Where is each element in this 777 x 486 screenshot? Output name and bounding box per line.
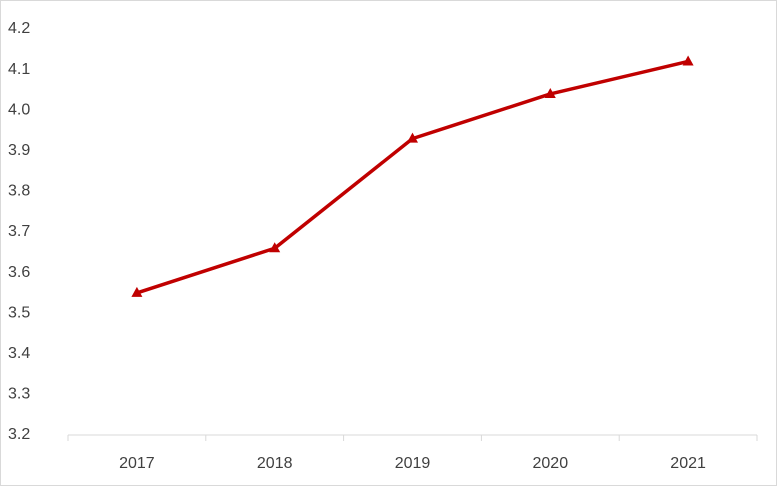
y-tick-label: 3.9 [8,142,30,159]
marker [131,286,143,297]
marker [407,132,418,143]
y-tick-label: 3.7 [8,223,30,240]
y-tick-label: 3.6 [8,264,30,281]
y-tick-label: 3.8 [8,183,30,200]
x-tick-label: 2017 [119,455,155,472]
y-tick-label: 4.2 [8,20,30,37]
marker [544,87,556,98]
marker [682,55,694,66]
y-tick-label: 3.4 [8,345,30,362]
x-tick-label: 2021 [670,455,706,472]
y-tick-label: 3.3 [8,386,30,403]
y-tick-label: 3.2 [8,426,30,443]
x-tick-label: 2019 [395,455,431,472]
marker [269,242,281,253]
y-tick-label: 3.5 [8,304,30,321]
x-tick-label: 2020 [533,455,569,472]
y-tick-label: 4.1 [8,61,30,78]
x-tick-label: 2018 [257,455,293,472]
y-tick-label: 4.0 [8,101,30,118]
